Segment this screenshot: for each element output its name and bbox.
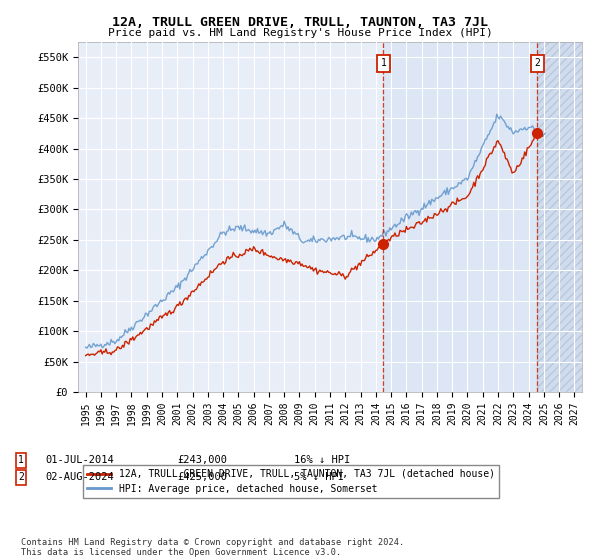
Legend: 12A, TRULL GREEN DRIVE, TRULL, TAUNTON, TA3 7JL (detached house), HPI: Average p: 12A, TRULL GREEN DRIVE, TRULL, TAUNTON, … bbox=[83, 465, 499, 498]
Text: Price paid vs. HM Land Registry's House Price Index (HPI): Price paid vs. HM Land Registry's House … bbox=[107, 28, 493, 38]
Bar bbox=[383, 42, 538, 392]
Text: 2: 2 bbox=[18, 472, 24, 482]
Text: 1: 1 bbox=[380, 58, 386, 68]
Text: 02-AUG-2024: 02-AUG-2024 bbox=[45, 472, 114, 482]
Bar bbox=[538, 42, 582, 392]
Text: £243,000: £243,000 bbox=[177, 455, 227, 465]
Text: 1: 1 bbox=[18, 455, 24, 465]
Text: 01-JUL-2014: 01-JUL-2014 bbox=[45, 455, 114, 465]
Bar bbox=[538, 42, 582, 392]
Text: £425,000: £425,000 bbox=[177, 472, 227, 482]
Text: 16% ↓ HPI: 16% ↓ HPI bbox=[294, 455, 350, 465]
Text: 5% ↓ HPI: 5% ↓ HPI bbox=[294, 472, 344, 482]
Text: Contains HM Land Registry data © Crown copyright and database right 2024.
This d: Contains HM Land Registry data © Crown c… bbox=[21, 538, 404, 557]
Text: 2: 2 bbox=[535, 58, 541, 68]
Text: 12A, TRULL GREEN DRIVE, TRULL, TAUNTON, TA3 7JL: 12A, TRULL GREEN DRIVE, TRULL, TAUNTON, … bbox=[112, 16, 488, 29]
